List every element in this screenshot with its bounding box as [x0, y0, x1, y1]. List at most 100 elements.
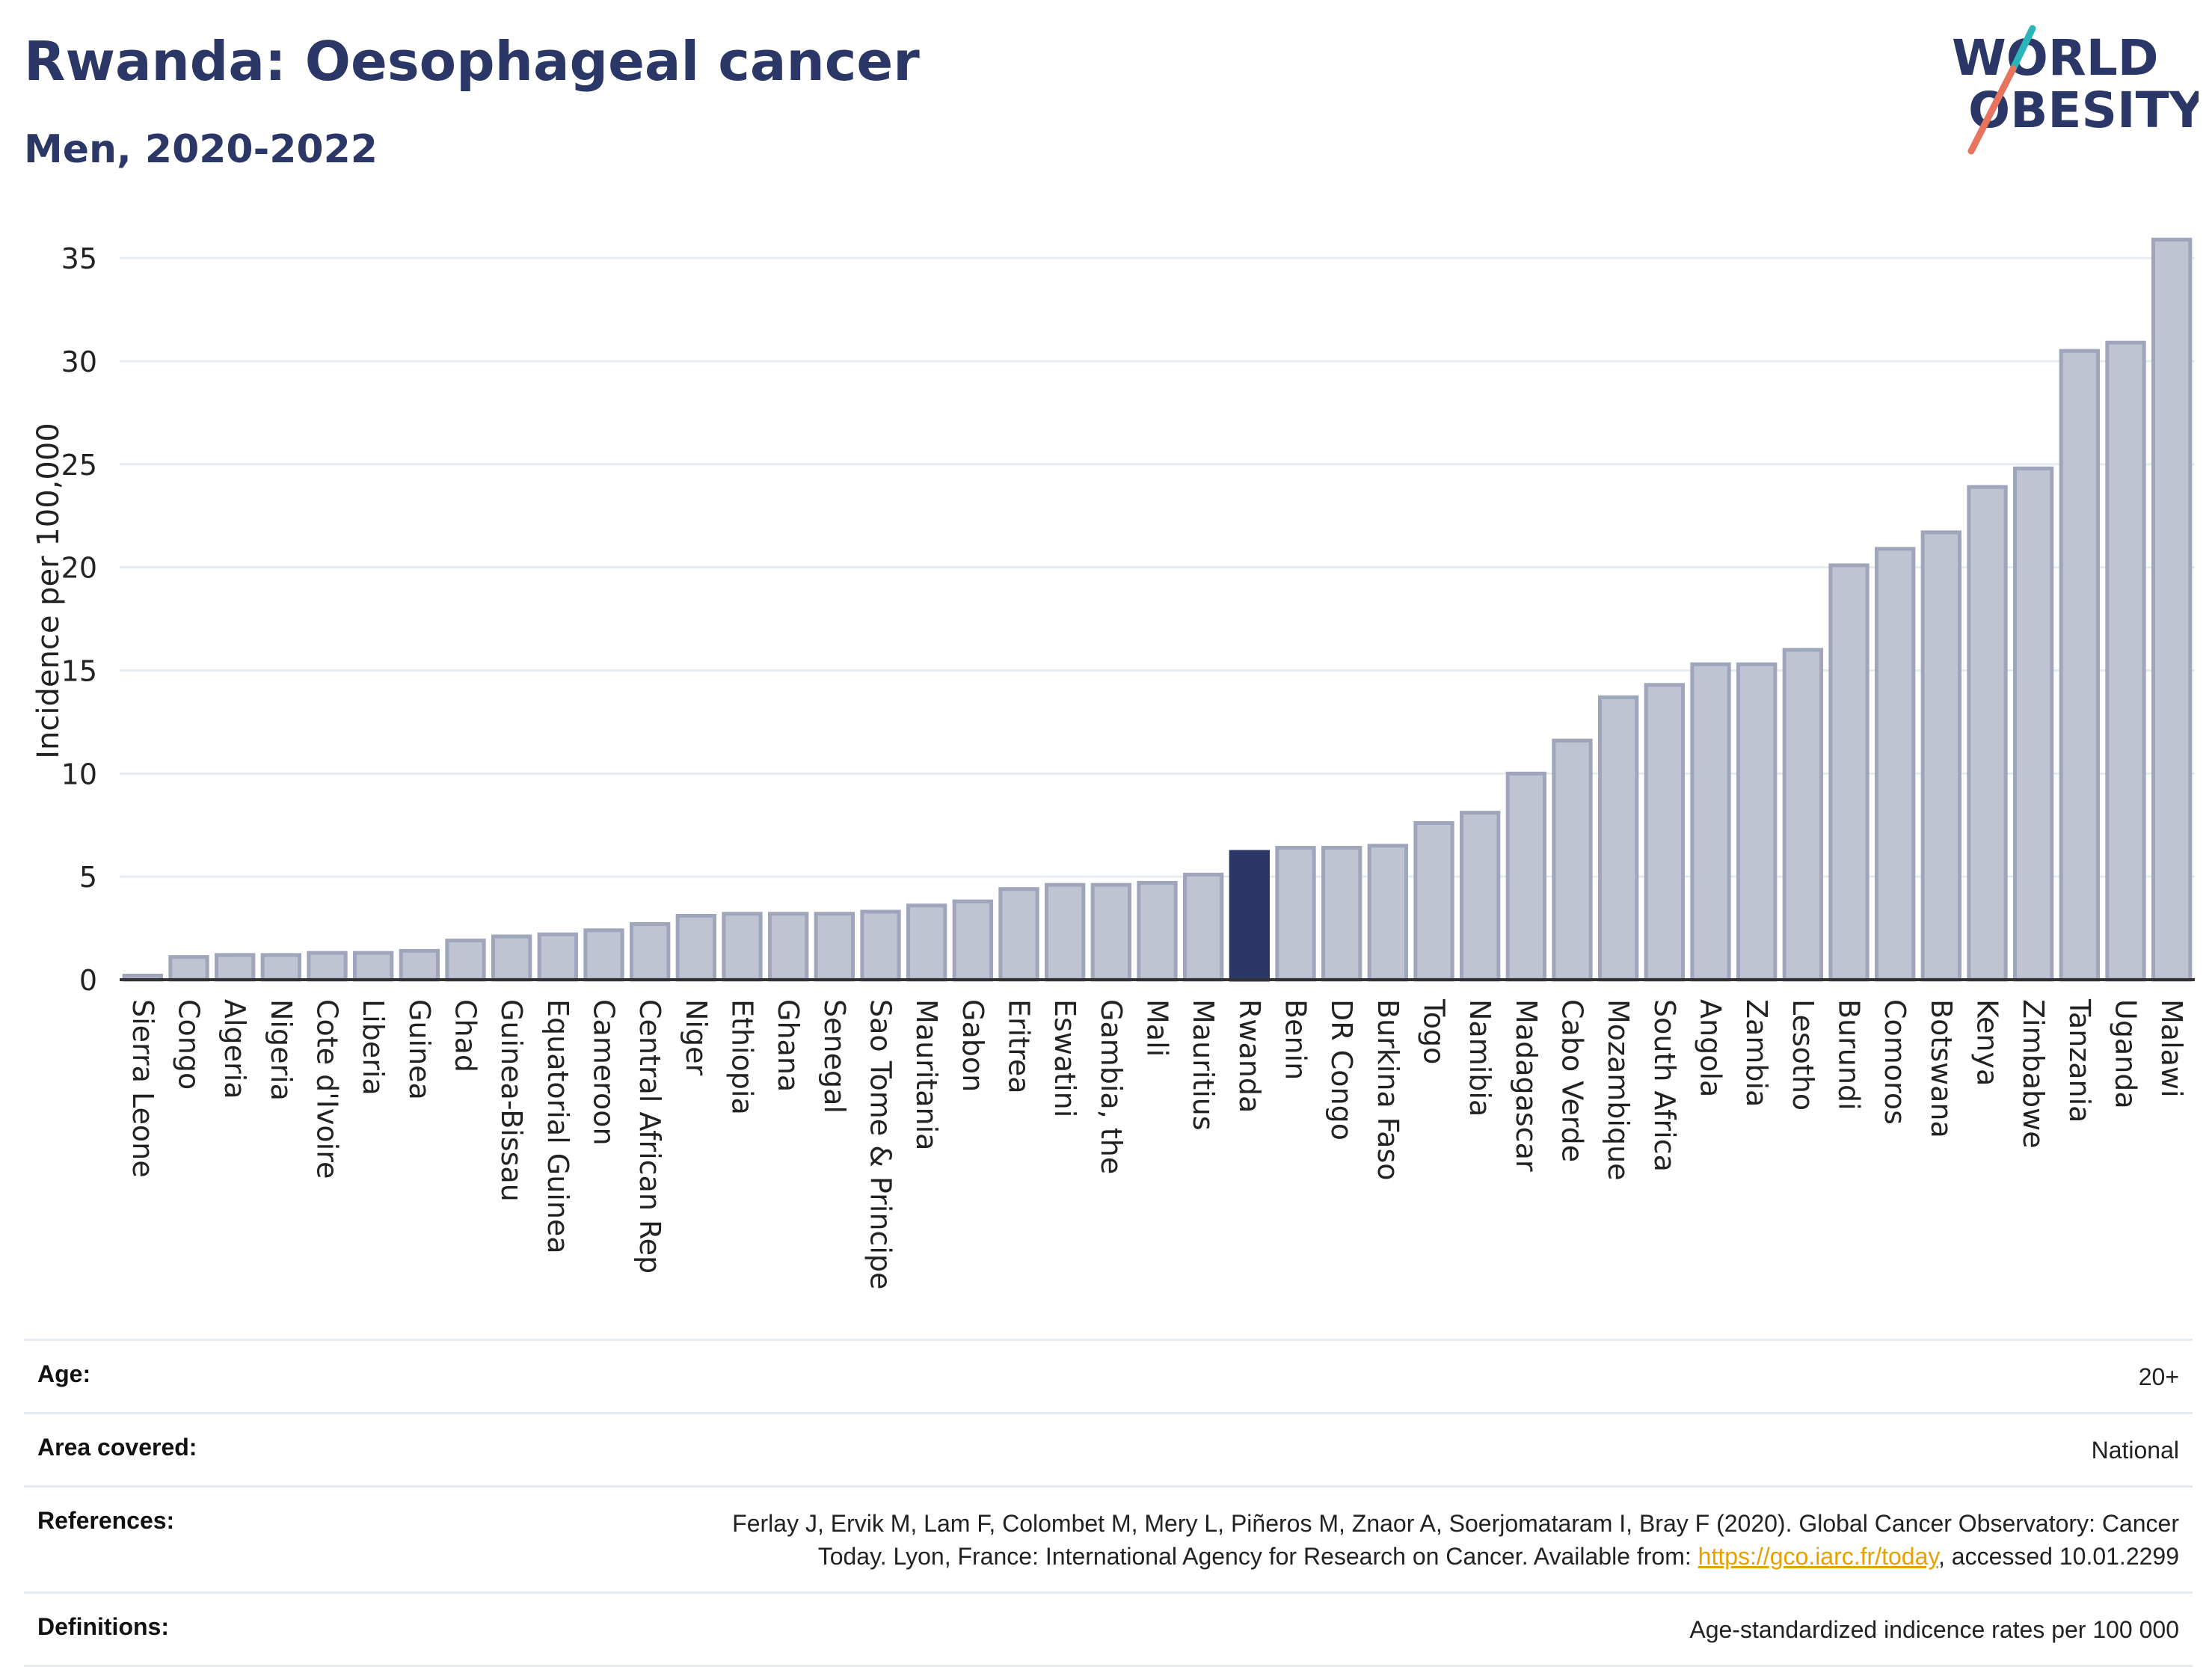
bar-niger [675, 914, 717, 982]
x-tick-label: Mauritius [1187, 999, 1220, 1131]
bar-angola [1690, 662, 1731, 982]
x-tick-label: Congo [173, 999, 206, 1090]
bar-congo [168, 955, 209, 982]
y-tick-label: 5 [79, 861, 97, 894]
references-link[interactable]: https://gco.iarc.fr/today [1698, 1543, 1938, 1571]
x-tick-label: Sierra Leone [126, 999, 159, 1178]
bar-benin [1275, 846, 1316, 982]
info-row-definitions: Definitions: Age-standardized indicence … [24, 1591, 2193, 1667]
x-tick-label: Senegal [818, 999, 851, 1114]
bar-malawi [2151, 237, 2193, 982]
y-tick-label: 30 [61, 346, 97, 378]
bar-zimbabwe [2013, 466, 2054, 982]
bar-cote-d-ivoire [307, 951, 348, 982]
x-tick-label: Ghana [772, 999, 805, 1092]
info-row-area: Area covered: National [24, 1411, 2193, 1485]
info-table: Age: 20+ Area covered: National Referenc… [24, 1339, 2193, 1667]
x-tick-label: Cameroon [588, 999, 621, 1146]
bar-mauritius [1183, 872, 1224, 982]
x-tick-label: Uganda [2110, 999, 2142, 1109]
x-tick-label: Niger [680, 999, 713, 1075]
y-axis-ticks: 0 5 10 15 20 25 30 35 [61, 242, 97, 997]
world-obesity-logo: WORLD OBESITY [1952, 25, 2199, 155]
x-tick-label: Guinea [403, 999, 436, 1100]
y-tick-label: 25 [61, 449, 97, 482]
y-tick-label: 15 [61, 654, 97, 687]
bar-senegal [814, 912, 855, 982]
bar-uganda [2105, 340, 2146, 982]
chart-subtitle: Men, 2020-2022 [24, 127, 378, 172]
x-tick-label: Algeria [218, 999, 251, 1099]
x-tick-label: Central African Rep [633, 999, 666, 1274]
bar-eswatini [1045, 882, 1086, 982]
x-tick-label: Namibia [1463, 999, 1496, 1117]
bar-ethiopia [722, 912, 763, 982]
logo-slash-coral [1967, 65, 2017, 155]
bar-burkina-faso [1367, 844, 1408, 982]
bar-comoros [1875, 547, 1916, 982]
definitions-label: Definitions: [37, 1613, 169, 1641]
x-tick-label: Chad [449, 999, 482, 1072]
bar-lesotho [1782, 648, 1824, 982]
bar-burundi [1828, 563, 1870, 982]
x-tick-label: Liberia [357, 999, 390, 1096]
bar-sao-tome-principe [860, 909, 901, 982]
y-tick-label: 20 [61, 552, 97, 585]
bar-namibia [1460, 811, 1501, 982]
x-tick-label: South Africa [1648, 999, 1681, 1172]
y-tick-label: 35 [61, 242, 97, 275]
references-line2-post: , accessed 10.01.2299 [1938, 1543, 2179, 1571]
bar-cabo-verde [1552, 738, 1593, 982]
x-tick-label: Mali [1141, 999, 1174, 1057]
bar-gambia-the [1090, 882, 1131, 982]
x-tick-label: Gabon [956, 999, 989, 1092]
bar-chad [445, 939, 486, 982]
references-line1: Ferlay J, Ervik M, Lam F, Colombet M, Me… [732, 1509, 2179, 1537]
references-value: Ferlay J, Ervik M, Lam F, Colombet M, Me… [732, 1507, 2179, 1574]
x-tick-label: Gambia, the [1095, 999, 1128, 1174]
age-value: 20+ [2138, 1363, 2179, 1390]
bars [122, 237, 2193, 982]
bar-mauritania [906, 903, 947, 982]
y-tick-label: 0 [79, 964, 97, 997]
bar-madagascar [1505, 771, 1546, 982]
bar-gabon [952, 899, 993, 982]
x-tick-label: Eritrea [1003, 999, 1036, 1094]
x-tick-label: Guinea-Bissau [495, 999, 528, 1202]
bar-algeria [215, 953, 256, 982]
x-tick-label: Sao Tome & Principe [864, 999, 897, 1289]
bar-kenya [1967, 485, 2008, 982]
x-axis-labels: Sierra Leone Congo Algeria Nigeria Cote d'Iv… [126, 998, 2188, 1289]
x-tick-label: DR Congo [1325, 999, 1358, 1141]
bar-liberia [353, 951, 394, 982]
x-tick-label: Nigeria [265, 999, 298, 1101]
bar-chart: 0 5 10 15 20 25 30 35 Sierra Leone Congo Algeria N… [31, 237, 2195, 1289]
x-tick-label: Mozambique [1602, 999, 1635, 1181]
x-tick-label: Tanzania [2063, 998, 2096, 1123]
bar-south-africa [1644, 683, 1686, 982]
x-tick-label: Rwanda [1233, 999, 1266, 1113]
bar-rwanda [1229, 850, 1270, 982]
x-tick-label: Angola [1695, 999, 1727, 1097]
area-value: National [2091, 1436, 2179, 1464]
y-axis-label: Incidence per 100,000 [31, 423, 66, 759]
references-line2-pre: Today. Lyon, France: International Agenc… [817, 1543, 1698, 1571]
bar-togo [1413, 820, 1454, 982]
chart-title: Rwanda: Oesophageal cancer [24, 30, 920, 93]
x-tick-label: Togo [1418, 998, 1451, 1064]
x-tick-label: Eswatini [1048, 999, 1081, 1117]
references-label: References: [37, 1506, 175, 1534]
age-label: Age: [37, 1360, 91, 1387]
x-tick-label: Kenya [1971, 999, 2004, 1086]
x-tick-label: Equatorial Guinea [541, 999, 574, 1254]
definitions-value: Age-standardized indicence rates per 100… [1689, 1616, 2179, 1644]
bar-cameroon [583, 928, 624, 982]
bar-central-african-rep [630, 922, 671, 982]
x-tick-label: Zambia [1740, 999, 1773, 1107]
logo-text-bottom: OBESITY [1968, 82, 2199, 139]
bar-equatorial-guinea [537, 932, 579, 982]
bar-mozambique [1598, 695, 1639, 982]
bar-tanzania [2059, 349, 2101, 982]
bar-ghana [768, 912, 809, 982]
area-label: Area covered: [37, 1433, 197, 1461]
